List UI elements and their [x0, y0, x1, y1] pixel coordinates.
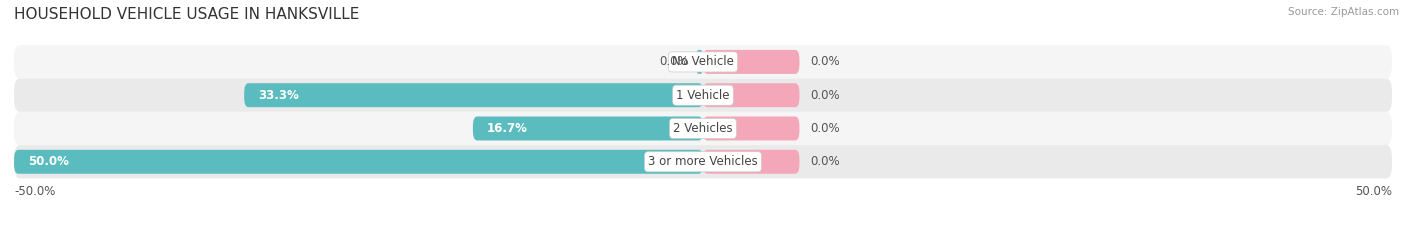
FancyBboxPatch shape [703, 116, 800, 140]
Text: 2 Vehicles: 2 Vehicles [673, 122, 733, 135]
Text: 3 or more Vehicles: 3 or more Vehicles [648, 155, 758, 168]
Text: 33.3%: 33.3% [257, 89, 298, 102]
FancyBboxPatch shape [703, 83, 800, 107]
FancyBboxPatch shape [472, 116, 703, 140]
FancyBboxPatch shape [703, 50, 800, 74]
Text: 0.0%: 0.0% [810, 155, 841, 168]
Text: No Vehicle: No Vehicle [672, 55, 734, 69]
Text: Source: ZipAtlas.com: Source: ZipAtlas.com [1288, 7, 1399, 17]
FancyBboxPatch shape [703, 150, 800, 174]
Text: 50.0%: 50.0% [1355, 185, 1392, 198]
Text: 1 Vehicle: 1 Vehicle [676, 89, 730, 102]
FancyBboxPatch shape [14, 145, 1392, 178]
Text: 50.0%: 50.0% [28, 155, 69, 168]
Text: 0.0%: 0.0% [810, 122, 841, 135]
Text: -50.0%: -50.0% [14, 185, 55, 198]
Text: 0.0%: 0.0% [810, 89, 841, 102]
Text: 0.0%: 0.0% [810, 55, 841, 69]
FancyBboxPatch shape [14, 79, 1392, 112]
Text: HOUSEHOLD VEHICLE USAGE IN HANKSVILLE: HOUSEHOLD VEHICLE USAGE IN HANKSVILLE [14, 7, 360, 22]
FancyBboxPatch shape [14, 112, 1392, 145]
FancyBboxPatch shape [14, 150, 703, 174]
FancyBboxPatch shape [14, 45, 1392, 79]
Text: 0.0%: 0.0% [659, 55, 689, 69]
FancyBboxPatch shape [245, 83, 703, 107]
Text: 16.7%: 16.7% [486, 122, 527, 135]
FancyBboxPatch shape [696, 50, 703, 74]
